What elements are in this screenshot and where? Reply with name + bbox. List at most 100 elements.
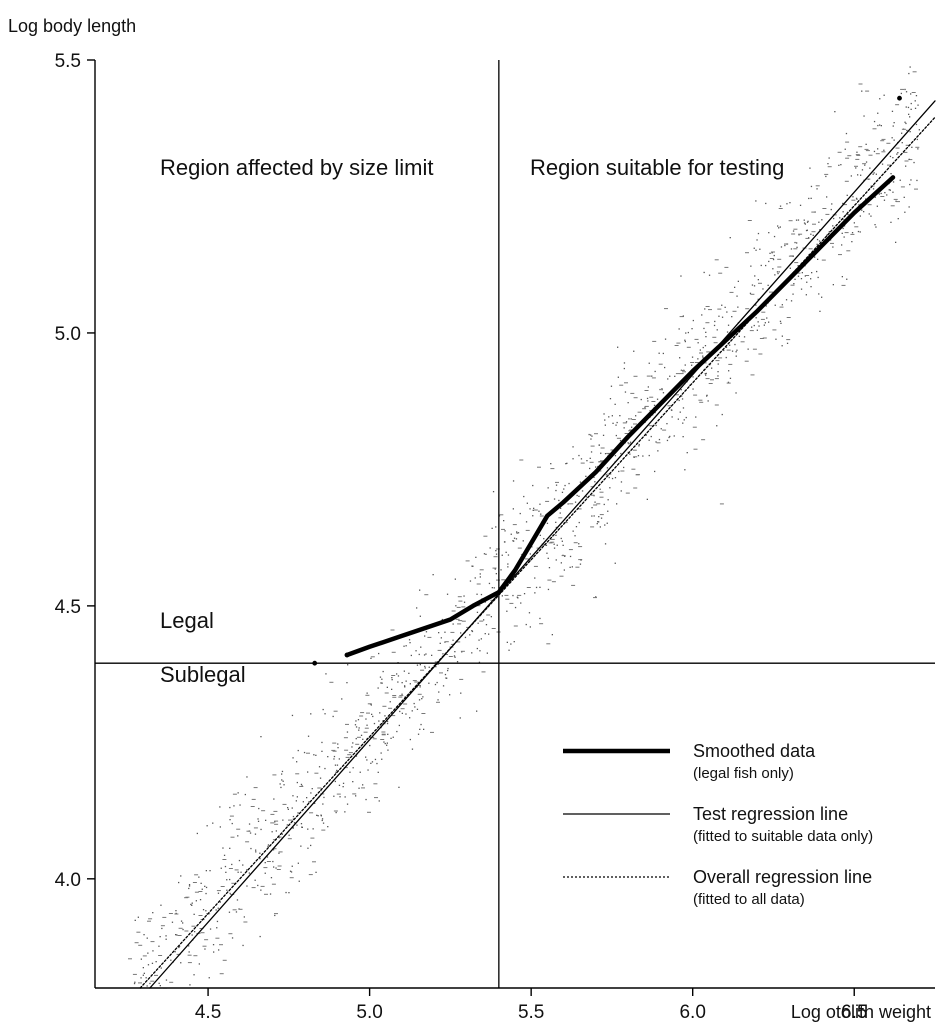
scatter-point — [880, 140, 885, 142]
scatter-point — [355, 738, 357, 740]
scatter-point — [299, 786, 304, 787]
scatter-point — [651, 377, 656, 379]
scatter-point — [909, 131, 911, 133]
scatter-point — [464, 636, 467, 639]
scatter-point — [860, 174, 862, 176]
scatter-point — [589, 467, 591, 470]
scatter-point — [520, 602, 522, 604]
scatter-point — [248, 872, 250, 874]
scatter-point — [599, 526, 601, 528]
scatter-point — [479, 620, 484, 622]
scatter-point — [721, 304, 723, 306]
scatter-point — [495, 526, 497, 528]
scatter-point — [447, 667, 449, 670]
scatter-point — [360, 734, 363, 736]
scatter-point — [209, 870, 211, 872]
scatter-point — [190, 903, 192, 906]
scatter-point — [662, 352, 664, 355]
scatter-point — [702, 357, 704, 359]
scatter-point — [250, 847, 252, 850]
scatter-point — [476, 605, 481, 607]
scatter-point — [701, 314, 703, 316]
scatter-point — [657, 450, 659, 452]
scatter-point — [839, 217, 841, 219]
scatter-point — [391, 688, 393, 690]
scatter-point — [182, 928, 184, 931]
scatter-point — [480, 638, 482, 640]
scatter-point — [897, 218, 899, 220]
scatter-point — [633, 487, 638, 489]
scatter-point — [366, 724, 368, 726]
scatter-point — [777, 258, 782, 260]
scatter-point — [474, 577, 476, 579]
scatter-point — [219, 944, 223, 946]
scatter-point — [229, 815, 234, 817]
scatter-point — [452, 623, 454, 625]
scatter-point — [777, 266, 782, 268]
scatter-point — [687, 331, 689, 334]
scatter-point — [675, 394, 679, 396]
scatter-point — [821, 219, 823, 221]
scatter-point — [505, 551, 507, 553]
scatter-point — [321, 819, 323, 822]
scatter-point — [356, 736, 361, 738]
scatter-point — [743, 336, 746, 338]
scatter-point — [316, 814, 318, 816]
scatter-point — [565, 463, 567, 465]
scatter-point — [581, 490, 584, 492]
legend-label-smoothed: Smoothed data — [693, 741, 816, 761]
scatter-point — [606, 452, 611, 454]
x-tick-label: 6.0 — [679, 1002, 705, 1023]
scatter-point — [539, 503, 541, 505]
scatter-point — [768, 260, 770, 263]
scatter-point — [471, 565, 473, 567]
scatter-point — [616, 437, 621, 439]
scatter-point — [560, 507, 562, 509]
scatter-point — [725, 346, 728, 348]
scatter-point — [152, 912, 154, 914]
scatter-point — [246, 885, 248, 887]
scatter-point — [308, 874, 313, 876]
scatter-point — [664, 338, 667, 340]
scatter-point — [533, 565, 538, 567]
scatter-point — [175, 910, 177, 912]
scatter-point — [840, 164, 842, 166]
scatter-point — [296, 796, 298, 798]
scatter-point — [867, 204, 872, 206]
legal-label: Legal — [160, 608, 214, 633]
scatter-point — [878, 193, 880, 195]
scatter-point — [619, 439, 622, 442]
scatter-point — [846, 250, 851, 252]
scatter-point — [278, 852, 280, 854]
scatter-point — [424, 635, 426, 637]
scatter-point — [419, 589, 421, 591]
scatter-point — [780, 322, 782, 324]
scatter-point — [624, 433, 629, 434]
scatter-point — [598, 521, 600, 523]
scatter-point — [880, 125, 882, 127]
scatter-point — [225, 871, 227, 873]
scatter-point — [177, 935, 182, 936]
scatter-point — [322, 803, 324, 805]
scatter-point — [321, 829, 326, 831]
scatter-point — [913, 161, 915, 164]
scatter-point — [721, 413, 723, 416]
scatter-point — [827, 163, 829, 165]
scatter-point — [879, 98, 881, 100]
scatter-point — [228, 911, 231, 913]
scatter-point — [727, 381, 730, 383]
scatter-point — [178, 927, 183, 929]
scatter-point — [229, 847, 231, 849]
scatter-point — [633, 350, 635, 352]
scatter-point — [916, 179, 918, 182]
scatter-point — [826, 196, 828, 198]
scatter-point — [673, 435, 675, 437]
scatter-point — [828, 231, 830, 233]
scatter-point — [312, 861, 316, 863]
scatter-point — [296, 824, 298, 826]
scatter-point — [445, 677, 447, 679]
scatter-point — [365, 694, 370, 696]
scatter-point — [765, 264, 767, 267]
scatter-point — [380, 752, 382, 754]
scatter-point — [417, 693, 422, 695]
